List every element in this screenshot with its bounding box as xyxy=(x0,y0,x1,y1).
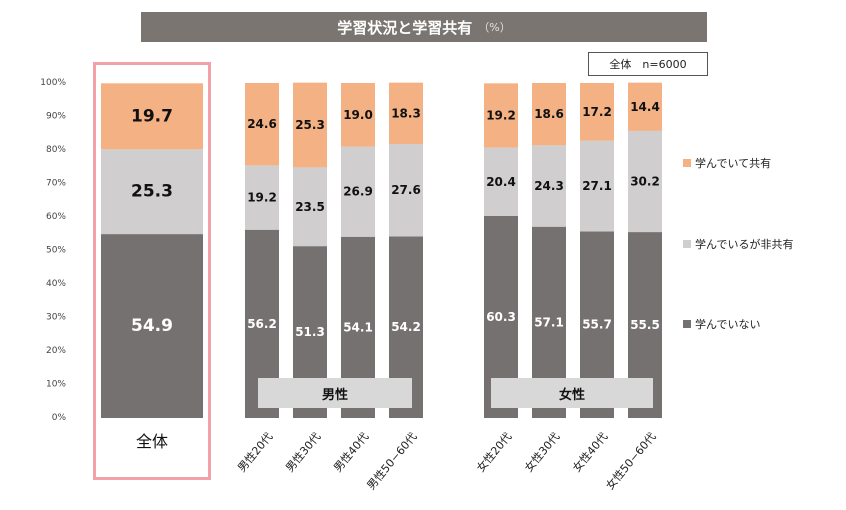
y-tick-label: 0% xyxy=(52,413,67,423)
bar-segment xyxy=(389,82,423,144)
legend-label: 学んでいるが非共有 xyxy=(695,238,794,251)
y-tick-label: 100% xyxy=(40,78,66,88)
bar-segment xyxy=(580,140,614,232)
legend-swatch xyxy=(683,159,691,167)
bar-segment xyxy=(245,83,279,166)
y-tick-label: 80% xyxy=(46,145,66,155)
bar-segment xyxy=(245,165,279,230)
data-label: 18.6 xyxy=(534,107,564,121)
data-label: 55.5 xyxy=(630,318,660,332)
bar-segment xyxy=(293,82,327,168)
data-label: 25.3 xyxy=(131,182,173,202)
bar-segment xyxy=(484,147,518,216)
bar-segment xyxy=(532,145,566,227)
data-label: 23.5 xyxy=(295,200,325,214)
bar-segment xyxy=(484,83,518,148)
bar-segment xyxy=(341,83,375,147)
legend-label: 学んでいて共有 xyxy=(695,157,772,170)
data-label: 27.6 xyxy=(391,183,421,197)
bar-segment xyxy=(532,83,566,146)
data-label: 26.9 xyxy=(343,185,373,199)
data-label: 51.3 xyxy=(295,325,325,339)
data-label: 20.4 xyxy=(486,175,516,189)
data-label: 17.2 xyxy=(582,105,612,119)
data-label: 54.9 xyxy=(131,316,173,336)
category-label-total: 全体 xyxy=(135,432,168,451)
legend-item: 学んでいない xyxy=(683,316,760,332)
data-label: 24.3 xyxy=(534,179,564,193)
y-tick-label: 60% xyxy=(46,212,66,222)
y-tick-label: 90% xyxy=(46,112,66,122)
y-tick-label: 70% xyxy=(46,179,66,189)
group-label-female: 女性 xyxy=(491,378,653,408)
bar-segment xyxy=(628,130,662,233)
data-label: 27.1 xyxy=(582,179,612,193)
bar-segment xyxy=(101,234,203,418)
legend-swatch xyxy=(683,240,691,248)
data-label: 54.1 xyxy=(343,320,373,334)
legend-swatch xyxy=(683,320,691,328)
bar-segment xyxy=(293,167,327,247)
data-label: 25.3 xyxy=(295,118,325,132)
y-tick-label: 20% xyxy=(46,346,66,356)
data-label: 60.3 xyxy=(486,310,516,324)
y-tick-label: 30% xyxy=(46,313,66,323)
chart-title-text: 学習状況と学習共有 xyxy=(337,18,473,37)
data-label: 18.3 xyxy=(391,106,421,120)
chart-title-unit: （%） xyxy=(478,21,511,34)
legend-item: 学んでいるが非共有 xyxy=(683,236,793,252)
bar-segment xyxy=(101,149,203,235)
data-label: 19.2 xyxy=(486,108,516,122)
sample-size-box: 全体 n=6000 xyxy=(588,52,708,76)
data-label: 14.4 xyxy=(630,100,660,114)
data-label: 55.7 xyxy=(582,318,612,332)
data-label: 19.7 xyxy=(131,106,173,126)
y-tick-label: 40% xyxy=(46,279,66,289)
data-label: 24.6 xyxy=(247,117,277,131)
y-tick-label: 50% xyxy=(46,246,66,256)
bar-segment xyxy=(341,146,375,237)
bar-segment xyxy=(628,82,662,131)
chart-title: 学習状況と学習共有 （%） xyxy=(141,12,707,42)
bar-segment xyxy=(389,143,423,237)
data-label: 57.1 xyxy=(534,315,564,329)
bar-segment xyxy=(580,83,614,141)
legend-label: 学んでいない xyxy=(695,318,761,331)
bar-segment xyxy=(101,83,203,150)
data-label: 54.2 xyxy=(391,320,421,334)
data-label: 19.2 xyxy=(247,191,277,205)
data-label: 56.2 xyxy=(247,317,277,331)
data-label: 19.0 xyxy=(343,108,373,122)
legend-item: 学んでいて共有 xyxy=(683,155,771,171)
group-label-male: 男性 xyxy=(258,378,412,408)
data-label: 30.2 xyxy=(630,174,660,188)
y-tick-label: 10% xyxy=(46,380,66,390)
